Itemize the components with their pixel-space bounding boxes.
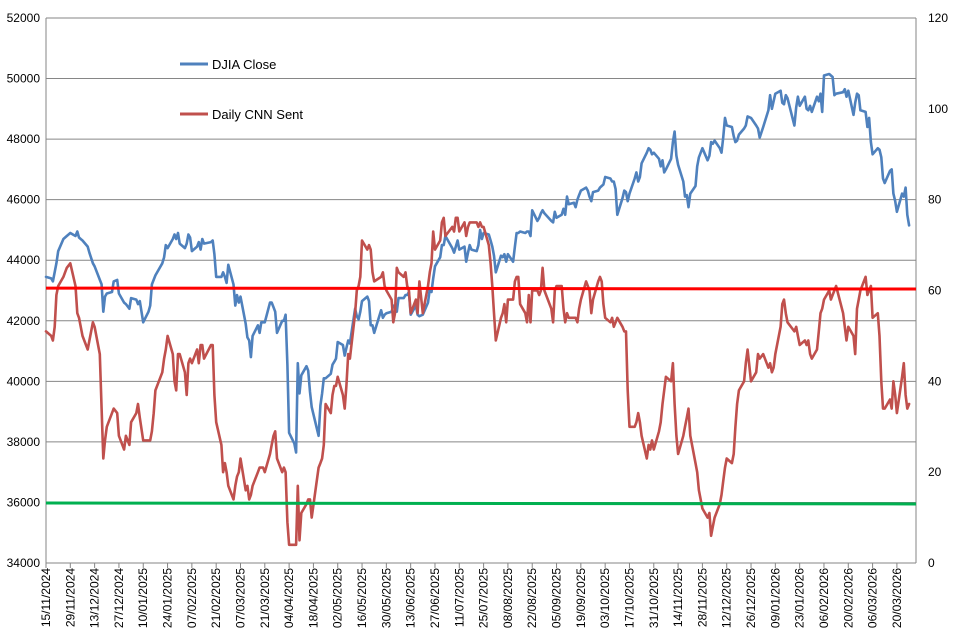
y-left-tick-label: 40000 xyxy=(7,374,41,388)
x-tick-label: 12/12/2025 xyxy=(720,568,734,628)
x-tick-label: 16/05/2025 xyxy=(355,568,369,628)
reference-line-red xyxy=(45,286,917,291)
y-right-tick-label: 0 xyxy=(928,556,935,570)
x-tick-label: 03/10/2025 xyxy=(598,568,612,628)
series-line-daily-cnn-sent xyxy=(44,216,911,547)
x-tick-label: 02/05/2025 xyxy=(331,568,345,628)
axis-layer: 34000 36000 38000 40000 42000 44000 46000 48000… xyxy=(7,11,949,628)
y-right-tick-label: 100 xyxy=(928,102,948,116)
x-tick-label: 08/08/2025 xyxy=(501,568,515,628)
x-tick-label: 22/08/2025 xyxy=(525,568,539,628)
x-tick-label: 21/03/2025 xyxy=(258,568,272,628)
x-tick-label: 21/02/2025 xyxy=(209,568,223,628)
x-tick-label: 20/02/2026 xyxy=(841,568,855,628)
x-tick-label: 09/01/2026 xyxy=(768,568,782,628)
x-tick-label: 11/07/2025 xyxy=(452,568,466,627)
x-tick-label: 07/02/2025 xyxy=(185,568,199,628)
x-tick-label: 20/03/2026 xyxy=(890,568,904,628)
legend-label-djia: DJIA Close xyxy=(212,57,276,72)
x-tick-label: 27/06/2025 xyxy=(428,568,442,628)
y-right-tick-label: 20 xyxy=(928,465,942,479)
legend-label-cnn: Daily CNN Sent xyxy=(212,107,303,122)
y-left-tick-label: 48000 xyxy=(7,132,41,146)
x-tick-label: 15/11/2024 xyxy=(39,568,53,627)
x-tick-label: 10/01/2025 xyxy=(136,568,150,628)
x-tick-label: 17/10/2025 xyxy=(622,568,636,628)
y-left-tick-label: 50000 xyxy=(7,72,41,86)
y-right-tick-label: 40 xyxy=(928,374,942,388)
y-left-tick-label: 38000 xyxy=(7,435,41,449)
legend: DJIA Close Daily CNN Sent xyxy=(180,57,303,122)
x-tick-label: 06/02/2026 xyxy=(817,568,831,628)
y-left-tick-label: 52000 xyxy=(7,11,41,25)
y-left-tick-label: 46000 xyxy=(7,193,41,207)
x-tick-label: 25/07/2025 xyxy=(477,568,491,628)
y-right-tick-label: 120 xyxy=(928,11,948,25)
x-tick-label: 18/04/2025 xyxy=(306,568,320,628)
y-left-tick-label: 44000 xyxy=(7,253,41,267)
x-tick-label: 28/11/2025 xyxy=(695,568,709,627)
x-tick-label: 30/05/2025 xyxy=(379,568,393,628)
x-tick-label: 29/11/2024 xyxy=(63,568,77,627)
x-tick-label: 06/03/2026 xyxy=(866,568,880,628)
series-layer xyxy=(44,72,911,547)
y-right-tick-label: 60 xyxy=(928,284,942,298)
x-tick-label: 26/12/2025 xyxy=(744,568,758,628)
reference-line-layer xyxy=(45,286,917,506)
y-left-tick-label: 34000 xyxy=(7,556,41,570)
x-tick-label: 04/04/2025 xyxy=(282,568,296,628)
x-tick-label: 27/12/2024 xyxy=(112,568,126,628)
series-line-djia-close xyxy=(44,72,911,454)
y-right-tick-label: 80 xyxy=(928,193,942,207)
x-tick-label: 31/10/2025 xyxy=(647,568,661,628)
reference-line-green xyxy=(45,501,917,506)
x-tick-label: 05/09/2025 xyxy=(550,568,564,628)
x-tick-label: 07/03/2025 xyxy=(233,568,247,628)
x-tick-label: 14/11/2025 xyxy=(671,568,685,627)
x-tick-label: 13/06/2025 xyxy=(404,568,418,628)
x-tick-label: 24/01/2025 xyxy=(161,568,175,628)
x-tick-label: 19/09/2025 xyxy=(574,568,588,628)
y-left-tick-label: 36000 xyxy=(7,495,41,509)
x-tick-label: 13/12/2024 xyxy=(88,568,102,628)
y-left-tick-label: 42000 xyxy=(7,314,41,328)
x-tick-label: 23/01/2026 xyxy=(793,568,807,628)
